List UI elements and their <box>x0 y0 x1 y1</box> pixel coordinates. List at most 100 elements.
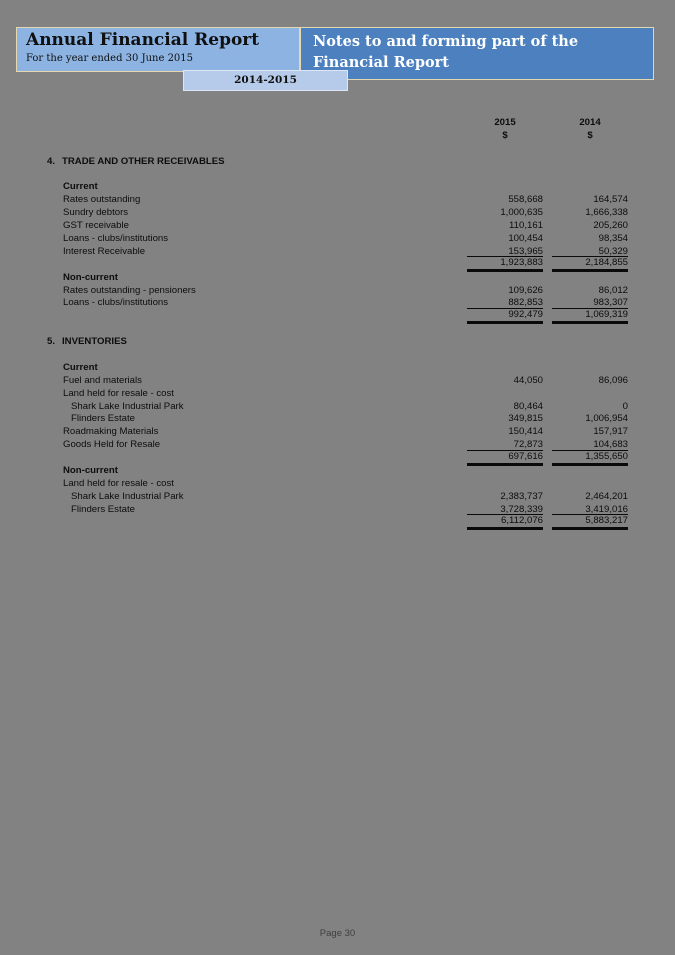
table-row: Land held for resale - cost <box>47 477 628 490</box>
table-row: Shark Lake Industrial Park 2,383,737 2,464… <box>47 490 628 503</box>
group-heading-row: Non-current <box>47 271 628 284</box>
table-row: Interest Receivable 153,965 50,329 <box>47 245 628 258</box>
row-label: Loans - clubs/institutions <box>63 232 169 244</box>
value-cell: 1,000,635 <box>500 207 543 219</box>
row-label: 4. TRADE AND OTHER RECEIVABLES <box>47 156 628 167</box>
row-label: Rates outstanding - pensioners <box>63 284 196 296</box>
spacer-row <box>47 142 628 155</box>
value-cell: 697,616 <box>467 449 543 466</box>
value-cell: 150,414 <box>508 426 543 438</box>
spacer-row <box>47 348 628 361</box>
section-number: 4. <box>47 155 56 167</box>
spacer-row <box>47 168 628 181</box>
row-label: 5. INVENTORIES <box>47 336 628 347</box>
row-label: Shark Lake Industrial Park <box>71 400 184 412</box>
row-label: Flinders Estate <box>71 503 135 515</box>
value-cell: 205,260 <box>593 220 628 232</box>
value-cell: 5,883,217 <box>552 514 628 531</box>
value-cell: 44,050 <box>513 374 543 386</box>
table-row: Shark Lake Industrial Park 80,464 0 <box>47 400 628 413</box>
table-row: Loans - clubs/institutions 882,853 983,307 <box>47 296 628 309</box>
row-label: Land held for resale - cost <box>63 477 174 489</box>
value-cell: 1,069,319 <box>552 307 628 324</box>
table-row: Fuel and materials 44,050 86,096 <box>47 374 628 387</box>
value-cell: 153,965 <box>508 245 543 257</box>
row-label: GST receivable <box>63 220 129 232</box>
table-row: Rates outstanding - pensioners 109,626 86,… <box>47 284 628 297</box>
spacer-row <box>47 322 628 335</box>
page-footer: Page 30 <box>0 928 675 939</box>
value-cell: 0 <box>622 400 628 412</box>
row-label: Goods Held for Resale <box>63 439 161 451</box>
row-label: Roadmaking Materials <box>63 426 159 438</box>
row-label: Non-current <box>63 271 118 283</box>
total-row: 1,923,883 2,184,855 <box>47 256 628 273</box>
table-row: Roadmaking Materials 150,414 157,917 <box>47 425 628 438</box>
table-row: Rates outstanding 558,668 164,574 <box>47 193 628 206</box>
total-row: 6,112,076 5,883,217 <box>47 514 628 531</box>
value-cell: 2,184,855 <box>552 256 628 273</box>
value-cell: 72,873 <box>513 439 543 451</box>
value-cell: 50,329 <box>598 245 628 257</box>
value-cell: 1,923,883 <box>467 256 543 273</box>
group-heading-row: Current <box>47 180 628 193</box>
value-cell: 6,112,076 <box>467 514 543 531</box>
value-cell: 2015 <box>494 116 516 128</box>
table-row: Sundry debtors 1,000,635 1,666,338 <box>47 206 628 219</box>
report-title: Annual Financial Report <box>26 30 260 50</box>
value-cell: 86,096 <box>598 374 628 386</box>
value-cell: 80,464 <box>513 400 543 412</box>
row-label: Loans - clubs/institutions <box>63 297 169 309</box>
value-cell: 349,815 <box>508 413 543 425</box>
value-cell: 100,454 <box>508 232 543 244</box>
value-cell: 558,668 <box>508 194 543 206</box>
value-cell: 98,354 <box>598 232 628 244</box>
year-range-tab: 2014-2015 <box>183 70 348 91</box>
report-title-box: Annual Financial Report For the year end… <box>16 27 300 72</box>
table-row: Land held for resale - cost <box>47 387 628 400</box>
section-title: INVENTORIES <box>62 336 127 348</box>
row-label: Rates outstanding <box>63 194 141 206</box>
total-row: 697,616 1,355,650 <box>47 449 628 466</box>
table-row: Loans - clubs/institutions 100,454 98,354 <box>47 232 628 245</box>
row-label: Interest Receivable <box>63 245 146 257</box>
table-row: Flinders Estate 3,728,339 3,419,016 <box>47 503 628 516</box>
value-cell: 109,626 <box>508 284 543 296</box>
value-cell: 3,728,339 <box>500 503 543 515</box>
section-title-row: 5. INVENTORIES <box>47 335 628 348</box>
value-cell: 2014 <box>579 116 601 128</box>
section-title-row: 4. TRADE AND OTHER RECEIVABLES <box>47 155 628 168</box>
value-cell: 110,161 <box>509 220 543 232</box>
value-cell: 3,419,016 <box>585 503 628 515</box>
table-row: Flinders Estate 349,815 1,006,954 <box>47 412 628 425</box>
group-heading-row: Non-current <box>47 464 628 477</box>
value-cell: 164,574 <box>593 194 628 206</box>
group-heading-row: Current <box>47 361 628 374</box>
total-row: 992,479 1,069,319 <box>47 307 628 324</box>
row-label: Land held for resale - cost <box>63 387 174 399</box>
page-number-label: Page 30 <box>319 928 356 939</box>
row-label: Non-current <box>63 464 118 476</box>
section-title: TRADE AND OTHER RECEIVABLES <box>62 155 225 167</box>
column-header-row: $ $ <box>47 129 628 142</box>
report-subtitle: For the year ended 30 June 2015 <box>26 52 194 64</box>
row-label: Current <box>63 181 98 193</box>
section-number: 5. <box>47 336 56 348</box>
value-cell: 104,683 <box>593 439 628 451</box>
row-label: Current <box>63 361 98 373</box>
value-cell: 882,853 <box>508 297 543 309</box>
value-cell: 86,012 <box>598 284 628 296</box>
value-cell: 2,464,201 <box>585 490 628 502</box>
row-label: Flinders Estate <box>71 413 135 425</box>
row-label: Fuel and materials <box>63 374 142 386</box>
row-label: Shark Lake Industrial Park <box>71 490 184 502</box>
row-label: Sundry debtors <box>63 207 129 219</box>
notes-table: 2015 2014 $ $ 4. TRADE AND OTHER RECEIVABLES C… <box>47 116 628 531</box>
value-cell: 2,383,737 <box>500 490 543 502</box>
value-cell: $ <box>587 129 593 141</box>
table-row: Goods Held for Resale 72,873 104,683 <box>47 438 628 451</box>
value-cell: 1,666,338 <box>585 207 628 219</box>
year-range-label: 2014-2015 <box>234 74 297 86</box>
notes-banner: Notes to and forming part of the Financi… <box>300 27 654 80</box>
notes-banner-text: Notes to and forming part of the Financi… <box>313 33 579 72</box>
